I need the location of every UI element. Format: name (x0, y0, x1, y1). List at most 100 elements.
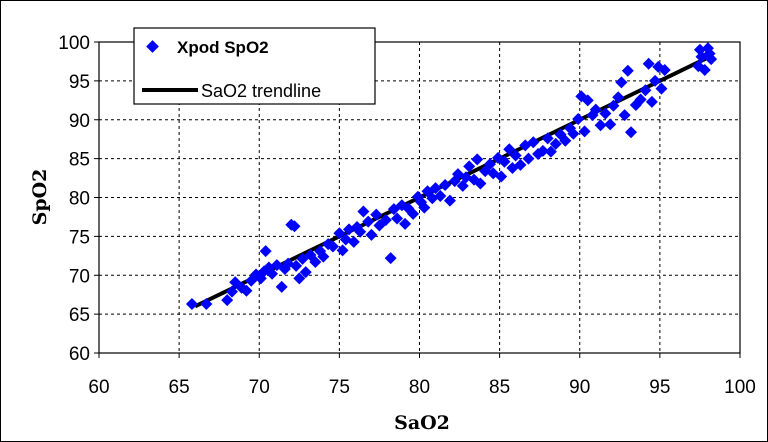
data-point (443, 194, 456, 207)
data-point (607, 99, 620, 112)
legend-label-trendline: SaO2 trendline (201, 81, 321, 101)
data-point (365, 228, 378, 241)
legend: Xpod SpO2 SaO2 trendline (133, 27, 376, 105)
data-point (434, 189, 447, 202)
data-point (370, 208, 383, 221)
data-point (655, 82, 668, 95)
data-point (536, 144, 549, 157)
data-point (293, 272, 306, 285)
data-point (384, 252, 397, 265)
data-point (362, 215, 375, 228)
data-point (572, 112, 585, 125)
data-point (625, 126, 638, 139)
data-point (418, 201, 431, 214)
data-point (612, 91, 625, 104)
data-point (549, 137, 562, 150)
data-point (275, 280, 288, 293)
legend-label-xpod: Xpod SpO2 (177, 38, 269, 57)
data-point (698, 63, 711, 76)
data-point (567, 127, 580, 140)
data-point (581, 94, 594, 107)
y-tick-label: 70 (69, 266, 90, 287)
data-point (429, 182, 442, 195)
data-point (559, 134, 572, 147)
x-tick-label: 60 (88, 377, 109, 398)
data-point (391, 212, 404, 225)
y-tick-label: 90 (69, 111, 90, 132)
x-tick-label: 80 (409, 377, 430, 398)
x-tick-label: 90 (569, 377, 590, 398)
data-point (221, 294, 234, 307)
data-point (498, 155, 511, 168)
data-point (266, 267, 279, 280)
data-point (522, 152, 535, 165)
x-tick-label: 65 (169, 377, 190, 398)
data-point (594, 119, 607, 132)
data-point (578, 125, 591, 138)
data-point (509, 149, 522, 162)
data-point (309, 256, 322, 269)
data-point (621, 64, 634, 77)
data-point (503, 143, 516, 156)
data-point (639, 84, 652, 97)
plot-area-border (98, 41, 741, 354)
data-point (544, 145, 557, 158)
data-point (474, 177, 487, 190)
data-point (259, 245, 272, 258)
data-point (693, 43, 706, 56)
tick-layer: 60 65 70 75 80 85 90 95 100 60 65 70 75 80 85 90 95 100 (58, 33, 756, 398)
data-point (299, 266, 312, 279)
data-point (288, 220, 301, 233)
data-point (527, 136, 540, 149)
data-point (604, 118, 617, 131)
y-tick-label: 75 (69, 227, 90, 248)
data-point (439, 179, 452, 192)
data-point (317, 250, 330, 263)
y-tick-label: 80 (69, 189, 90, 210)
data-point (703, 47, 716, 60)
data-point (618, 109, 631, 122)
x-tick-label: 70 (249, 377, 270, 398)
data-point (471, 153, 484, 166)
x-tick-label: 95 (649, 377, 670, 398)
data-point (642, 57, 655, 70)
x-tick-label: 100 (724, 377, 756, 398)
data-point (185, 298, 198, 311)
y-axis-title: SpO2 (29, 169, 51, 226)
data-point (615, 76, 628, 89)
data-point (599, 107, 612, 120)
data-point (645, 95, 658, 108)
y-tick-label: 100 (58, 33, 90, 54)
data-point (589, 103, 602, 116)
data-point (290, 259, 303, 272)
data-point (200, 298, 213, 311)
data-point (658, 63, 671, 76)
data-point (379, 214, 392, 227)
y-tick-label: 85 (69, 150, 90, 171)
data-point (347, 235, 360, 248)
data-point (250, 268, 263, 281)
data-point (514, 158, 527, 171)
data-point (226, 285, 239, 298)
data-point (357, 205, 370, 218)
data-point (495, 170, 508, 183)
data-point (354, 225, 367, 238)
data-point (240, 284, 253, 297)
y-tick-label: 60 (69, 344, 90, 365)
data-point (649, 74, 662, 87)
data-point (463, 160, 476, 173)
x-tick-label: 75 (329, 377, 350, 398)
data-point (484, 158, 497, 171)
data-point (399, 217, 412, 230)
data-point (326, 240, 339, 253)
x-tick-label: 85 (489, 377, 510, 398)
data-point (564, 122, 577, 135)
legend-marker-diamond (146, 40, 159, 53)
y-tick-label: 65 (69, 305, 90, 326)
x-axis-title: SaO2 (394, 412, 450, 434)
data-point (333, 227, 346, 240)
data-point (407, 207, 420, 220)
y-tick-label: 95 (69, 72, 90, 93)
